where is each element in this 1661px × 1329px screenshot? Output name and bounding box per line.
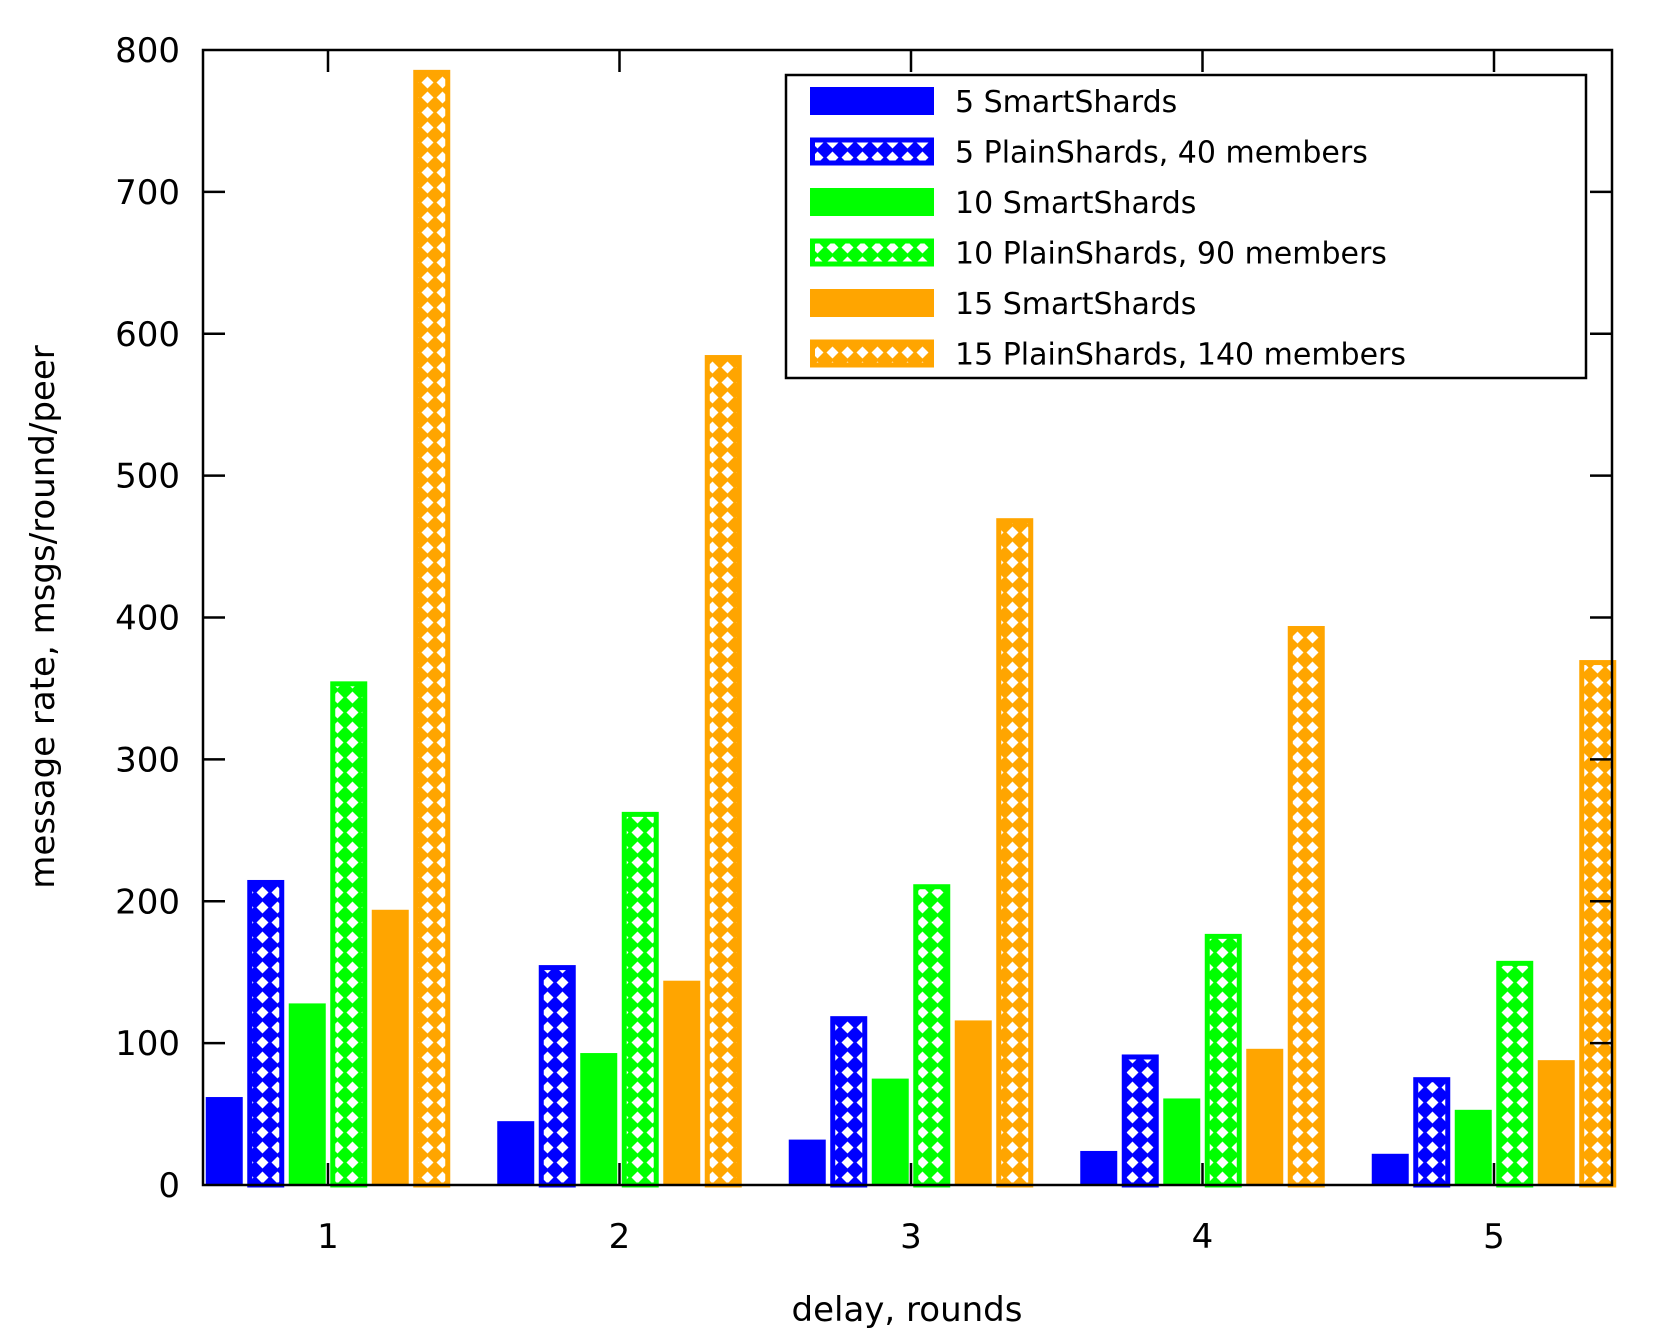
- bar-5-plainshards-40-members-delay-4: [1121, 1054, 1159, 1188]
- legend-label: 5 SmartShards: [955, 85, 1177, 120]
- bar-15-smartshards-delay-1: [371, 909, 409, 1185]
- bar-10-smartshards-delay-3: [871, 1078, 909, 1185]
- bar-10-plainshards-90-members-delay-2: [621, 811, 659, 1188]
- bar-15-plainshards-140-members-delay-2: [704, 355, 742, 1188]
- bar-5-plainshards-40-members-delay-3: [830, 1016, 868, 1188]
- y-tick-label: 400: [115, 599, 180, 639]
- y-tick-label: 800: [115, 31, 180, 71]
- legend-swatch-15-smartshards: [810, 289, 934, 317]
- bar-15-smartshards-delay-5: [1537, 1060, 1575, 1185]
- bar-15-smartshards-delay-2: [663, 980, 701, 1185]
- x-tick-label: 3: [900, 1217, 922, 1257]
- x-tick-label: 1: [317, 1217, 339, 1257]
- axis-ticks: [203, 50, 1612, 1185]
- legend-label: 10 SmartShards: [955, 186, 1196, 221]
- legend-swatch-5-plainshards-40-members: [810, 137, 934, 166]
- legend-swatch-15-plainshards-140-members: [810, 339, 934, 368]
- bar-10-plainshards-90-members-delay-4: [1204, 933, 1242, 1188]
- legend: 5 SmartShards 5 PlainShards, 40 members 10…: [784, 73, 1588, 380]
- bar-10-smartshards-delay-4: [1163, 1098, 1201, 1185]
- plot-frame: [201, 48, 1614, 1187]
- bar-5-smartshards-delay-4: [1080, 1150, 1118, 1185]
- bar-15-smartshards-delay-3: [954, 1020, 992, 1185]
- bar-5-smartshards-delay-3: [788, 1139, 826, 1185]
- y-tick-label: 500: [115, 457, 180, 497]
- x-tick-label: 2: [609, 1217, 631, 1257]
- bar-10-smartshards-delay-1: [288, 1003, 326, 1185]
- bar-5-smartshards-delay-5: [1371, 1153, 1409, 1185]
- legend-swatch-10-plainshards-90-members: [810, 238, 934, 267]
- y-tick-label: 600: [115, 315, 180, 355]
- legend-swatch-10-smartshards: [810, 188, 934, 216]
- y-tick-label: 100: [115, 1024, 180, 1064]
- bar-5-plainshards-40-members-delay-5: [1413, 1077, 1451, 1188]
- legend-swatch-5-smartshards: [810, 87, 934, 115]
- x-tick-labels: 1 2 3 4 5: [317, 1217, 1505, 1257]
- y-tick-label: 200: [115, 882, 180, 922]
- bar-15-plainshards-140-members-delay-1: [413, 69, 451, 1188]
- bar-10-smartshards-delay-2: [580, 1053, 618, 1185]
- y-axis-label: message rate, msgs/round/peer: [23, 345, 63, 888]
- bar-10-plainshards-90-members-delay-1: [330, 681, 368, 1188]
- x-tick-label: 5: [1483, 1217, 1505, 1257]
- legend-label: 5 PlainShards, 40 members: [955, 136, 1368, 171]
- legend-label: 10 PlainShards, 90 members: [955, 237, 1387, 272]
- bar-10-smartshards-delay-5: [1454, 1109, 1492, 1185]
- legend-box: [784, 73, 1588, 380]
- legend-label: 15 SmartShards: [955, 287, 1196, 322]
- bar-15-smartshards-delay-4: [1246, 1048, 1284, 1185]
- y-tick-label: 0: [158, 1166, 180, 1206]
- bar-10-plainshards-90-members-delay-3: [913, 884, 951, 1188]
- bar-5-plainshards-40-members-delay-1: [247, 879, 285, 1188]
- y-tick-label: 300: [115, 740, 180, 780]
- bar-15-plainshards-140-members-delay-4: [1287, 626, 1325, 1188]
- legend-label: 15 PlainShards, 140 members: [955, 338, 1406, 373]
- bar-15-plainshards-140-members-delay-5: [1579, 660, 1617, 1188]
- bar-10-plainshards-90-members-delay-5: [1496, 960, 1534, 1188]
- y-tick-label: 700: [115, 173, 180, 213]
- y-tick-labels: 0 100 200 300 400 500 600 700 800: [115, 31, 180, 1206]
- bar-5-smartshards-delay-2: [497, 1121, 535, 1185]
- bar-5-smartshards-delay-1: [205, 1097, 243, 1185]
- legend-items: 5 SmartShards 5 PlainShards, 40 members 10…: [810, 85, 1406, 373]
- x-tick-label: 4: [1192, 1217, 1214, 1257]
- bar-15-plainshards-140-members-delay-3: [996, 518, 1034, 1188]
- bar-5-plainshards-40-members-delay-2: [538, 965, 576, 1188]
- x-axis-label: delay, rounds: [792, 1290, 1023, 1329]
